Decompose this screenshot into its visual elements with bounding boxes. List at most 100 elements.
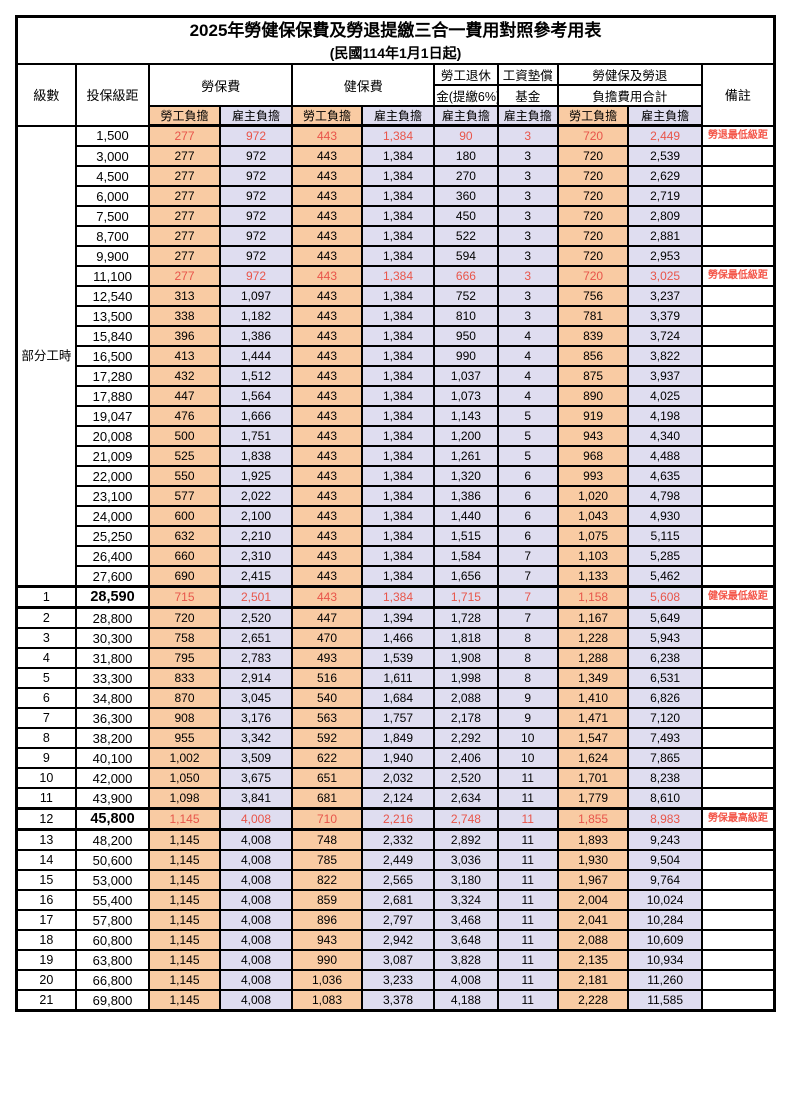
labor-employer-cell: 1,925 bbox=[218, 465, 294, 487]
bracket-cell: 53,000 bbox=[74, 869, 151, 891]
labor-employer-cell: 972 bbox=[218, 124, 294, 147]
pension-employer-cell: 1,386 bbox=[433, 485, 499, 507]
wage-fund-employer-cell: 7 bbox=[496, 565, 559, 588]
labor-employer-cell: 3,342 bbox=[218, 727, 294, 749]
health-employee-cell: 822 bbox=[291, 869, 363, 891]
health-employer-cell: 2,032 bbox=[360, 767, 436, 789]
subheader-wage-fund-employer: 雇主負擔 bbox=[496, 105, 559, 127]
bracket-cell: 23,100 bbox=[74, 485, 151, 507]
health-employer-cell: 1,384 bbox=[360, 124, 436, 147]
remark-cell bbox=[700, 929, 776, 951]
remark-cell bbox=[700, 989, 776, 1012]
pension-employer-cell: 752 bbox=[433, 285, 499, 307]
total-employer-cell: 2,809 bbox=[627, 205, 703, 227]
labor-employee-cell: 758 bbox=[148, 627, 221, 649]
wage-fund-employer-cell: 5 bbox=[496, 425, 559, 447]
total-employer-cell: 3,237 bbox=[627, 285, 703, 307]
level-cell: 14 bbox=[15, 849, 77, 871]
labor-employee-cell: 1,145 bbox=[148, 929, 221, 951]
pension-employer-cell: 180 bbox=[433, 145, 499, 167]
health-employer-cell: 1,384 bbox=[360, 405, 436, 427]
health-employer-cell: 2,942 bbox=[360, 929, 436, 951]
remark-cell bbox=[700, 869, 776, 891]
table-row: 11,100 277 972 443 1,384 666 3 720 3,025 勞保最低級距 bbox=[17, 265, 776, 287]
labor-employee-cell: 277 bbox=[148, 225, 221, 247]
health-employer-cell: 1,466 bbox=[360, 627, 436, 649]
remark-cell bbox=[700, 787, 776, 810]
labor-employer-cell: 2,783 bbox=[218, 647, 294, 669]
health-employer-cell: 1,684 bbox=[360, 687, 436, 709]
bracket-cell: 28,800 bbox=[74, 606, 151, 629]
labor-employer-cell: 4,008 bbox=[218, 969, 294, 991]
level-cell: 1 bbox=[15, 585, 77, 609]
labor-employee-cell: 1,145 bbox=[148, 969, 221, 991]
wage-fund-employer-cell: 4 bbox=[496, 345, 559, 367]
labor-employee-cell: 870 bbox=[148, 687, 221, 709]
remark-cell bbox=[700, 565, 776, 588]
health-employer-cell: 1,384 bbox=[360, 165, 436, 187]
total-employer-cell: 11,260 bbox=[627, 969, 703, 991]
labor-employer-cell: 2,651 bbox=[218, 627, 294, 649]
bracket-cell: 30,300 bbox=[74, 627, 151, 649]
pension-employer-cell: 90 bbox=[433, 124, 499, 147]
health-employee-cell: 443 bbox=[291, 205, 363, 227]
health-employee-cell: 443 bbox=[291, 365, 363, 387]
labor-employee-cell: 277 bbox=[148, 245, 221, 267]
table-row: 21 69,800 1,145 4,008 1,083 3,378 4,188 11 2,228… bbox=[15, 989, 776, 1012]
remark-cell bbox=[700, 727, 776, 749]
total-employer-cell: 10,609 bbox=[627, 929, 703, 951]
total-employee-cell: 856 bbox=[556, 345, 630, 367]
health-employer-cell: 1,384 bbox=[360, 585, 436, 609]
wage-fund-employer-cell: 11 bbox=[496, 869, 559, 891]
health-employer-cell: 3,087 bbox=[360, 949, 436, 971]
labor-employer-cell: 972 bbox=[218, 165, 294, 187]
labor-employer-cell: 4,008 bbox=[218, 889, 294, 911]
wage-fund-employer-cell: 9 bbox=[496, 687, 559, 709]
health-employer-cell: 1,757 bbox=[360, 707, 436, 729]
remark-cell bbox=[700, 425, 776, 447]
bracket-cell: 22,000 bbox=[74, 465, 151, 487]
bracket-cell: 28,590 bbox=[74, 585, 151, 609]
health-employer-cell: 1,384 bbox=[360, 285, 436, 307]
labor-employee-cell: 1,145 bbox=[148, 869, 221, 891]
bracket-cell: 9,900 bbox=[74, 245, 151, 267]
total-employer-cell: 4,488 bbox=[627, 445, 703, 467]
total-employer-cell: 9,243 bbox=[627, 828, 703, 851]
level-cell: 8 bbox=[15, 727, 77, 749]
labor-employer-cell: 4,008 bbox=[218, 849, 294, 871]
labor-employer-cell: 2,100 bbox=[218, 505, 294, 527]
total-employee-cell: 1,701 bbox=[556, 767, 630, 789]
table-row: 15,840 396 1,386 443 1,384 950 4 839 3,724 bbox=[17, 325, 776, 347]
health-employee-cell: 443 bbox=[291, 345, 363, 367]
remark-cell bbox=[700, 225, 776, 247]
labor-employer-cell: 972 bbox=[218, 185, 294, 207]
total-employer-cell: 5,608 bbox=[627, 585, 703, 609]
table-row: 20,008 500 1,751 443 1,384 1,200 5 943 4,340 bbox=[17, 425, 776, 447]
total-employer-cell: 4,198 bbox=[627, 405, 703, 427]
total-employee-cell: 756 bbox=[556, 285, 630, 307]
remark-cell bbox=[700, 385, 776, 407]
total-employer-cell: 10,024 bbox=[627, 889, 703, 911]
level-cell: 21 bbox=[15, 989, 77, 1012]
remark-cell bbox=[700, 185, 776, 207]
remark-cell bbox=[700, 145, 776, 167]
bracket-cell: 50,600 bbox=[74, 849, 151, 871]
table-row: 17,880 447 1,564 443 1,384 1,073 4 890 4,025 bbox=[17, 385, 776, 407]
health-employee-cell: 622 bbox=[291, 747, 363, 769]
pension-employer-cell: 2,634 bbox=[433, 787, 499, 810]
bracket-cell: 6,000 bbox=[74, 185, 151, 207]
labor-employee-cell: 432 bbox=[148, 365, 221, 387]
health-employee-cell: 443 bbox=[291, 585, 363, 609]
health-employee-cell: 443 bbox=[291, 525, 363, 547]
health-employer-cell: 2,565 bbox=[360, 869, 436, 891]
pension-employer-cell: 1,261 bbox=[433, 445, 499, 467]
health-employer-cell: 2,449 bbox=[360, 849, 436, 871]
health-employer-cell: 3,378 bbox=[360, 989, 436, 1012]
total-employer-cell: 6,238 bbox=[627, 647, 703, 669]
pension-employer-cell: 1,440 bbox=[433, 505, 499, 527]
labor-employee-cell: 833 bbox=[148, 667, 221, 689]
col-header-total-line1: 勞健保及勞退 bbox=[556, 63, 703, 86]
remark-cell bbox=[700, 767, 776, 789]
bracket-cell: 19,047 bbox=[74, 405, 151, 427]
labor-employer-cell: 1,097 bbox=[218, 285, 294, 307]
